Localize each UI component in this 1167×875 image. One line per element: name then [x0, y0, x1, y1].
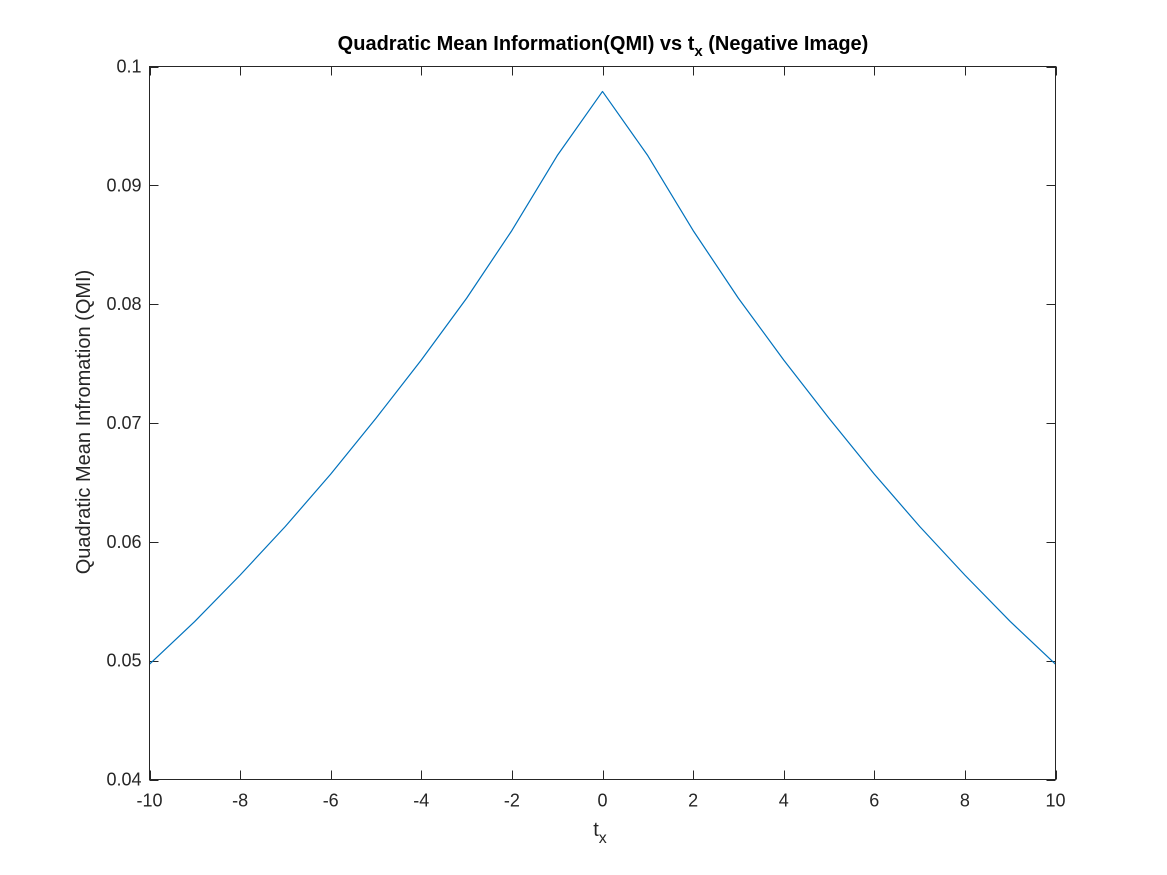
axes-box — [149, 66, 1056, 780]
x-tick-label: 2 — [688, 791, 698, 811]
x-tick-label: 4 — [779, 791, 789, 811]
x-axis-label-main: t — [593, 819, 599, 841]
x-axis-label-subscript: x — [599, 830, 607, 847]
x-tick-label: -6 — [323, 791, 339, 811]
x-tick-label: -8 — [232, 791, 248, 811]
y-tick-labels: 0.04 0.05 0.06 0.07 0.08 0.09 0.1 — [106, 57, 141, 790]
x-tick-label: 8 — [960, 791, 970, 811]
x-axis-label: tx — [593, 819, 607, 847]
y-tick-label: 0.07 — [106, 413, 141, 433]
y-tick-label: 0.05 — [106, 651, 141, 671]
x-tick-labels: -10 -8 -6 -4 -2 0 2 4 6 8 10 — [136, 791, 1065, 811]
x-tick-label: 10 — [1045, 791, 1065, 811]
y-tick-label: 0.04 — [106, 770, 141, 790]
chart-title: Quadratic Mean Information(QMI) vs tx (N… — [338, 33, 869, 60]
y-tick-label: 0.06 — [106, 532, 141, 552]
x-tick-label: 0 — [597, 791, 607, 811]
x-tick-label: -2 — [504, 791, 520, 811]
x-tick-label: -4 — [413, 791, 429, 811]
chart-title-suffix: (Negative Image) — [703, 33, 869, 55]
plot-area — [149, 66, 1056, 780]
y-tick-label: 0.08 — [106, 294, 141, 314]
y-axis-label: Quadratic Mean Infromation (QMI) — [73, 270, 95, 575]
series-line — [149, 90, 1056, 665]
ticks-layer — [149, 66, 1057, 781]
y-tick-label: 0.09 — [106, 175, 141, 195]
x-tick-label: -10 — [136, 791, 162, 811]
y-tick-label: 0.1 — [116, 57, 141, 77]
chart-title-main: Quadratic Mean Information(QMI) vs t — [338, 33, 695, 55]
x-tick-label: 6 — [869, 791, 879, 811]
series-layer — [149, 90, 1056, 665]
chart-title-subscript: x — [694, 43, 703, 60]
